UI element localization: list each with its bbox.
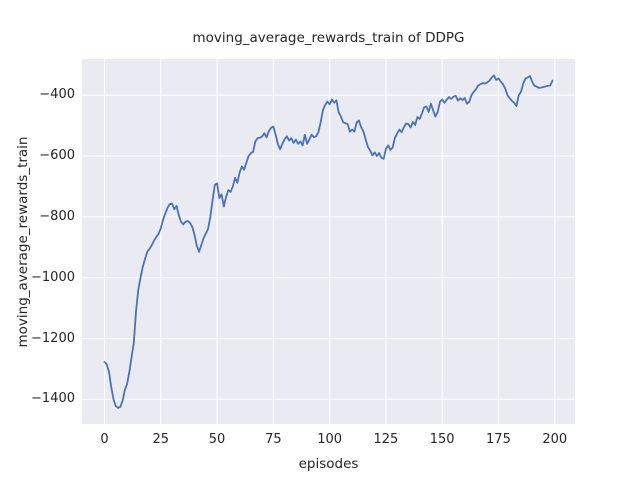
x-tick-label: 50: [208, 432, 226, 447]
y-tick-label: −800: [39, 208, 75, 224]
y-tick-label: −600: [39, 148, 75, 164]
x-tick-label: 100: [317, 432, 343, 447]
x-tick-label: 0: [100, 432, 109, 447]
x-tick-label: 200: [542, 432, 568, 447]
chart-title: moving_average_rewards_train of DDPG: [192, 30, 465, 46]
y-tick-label: −1200: [31, 330, 75, 346]
x-tick-label: 25: [152, 432, 170, 447]
y-tick-label: −1000: [31, 269, 75, 285]
y-tick-label: −400: [39, 87, 75, 103]
line-series-ddpg: [103, 74, 554, 409]
y-tick-label: −1400: [31, 391, 75, 407]
x-tick-label: 75: [265, 432, 282, 447]
x-tick-label: 125: [373, 432, 399, 447]
x-axis-label: episodes: [298, 456, 359, 472]
x-tick-label: 150: [429, 432, 455, 447]
plot-canvas: [82, 59, 575, 424]
x-tick-label: 175: [486, 432, 511, 447]
plot-area: [82, 59, 575, 424]
